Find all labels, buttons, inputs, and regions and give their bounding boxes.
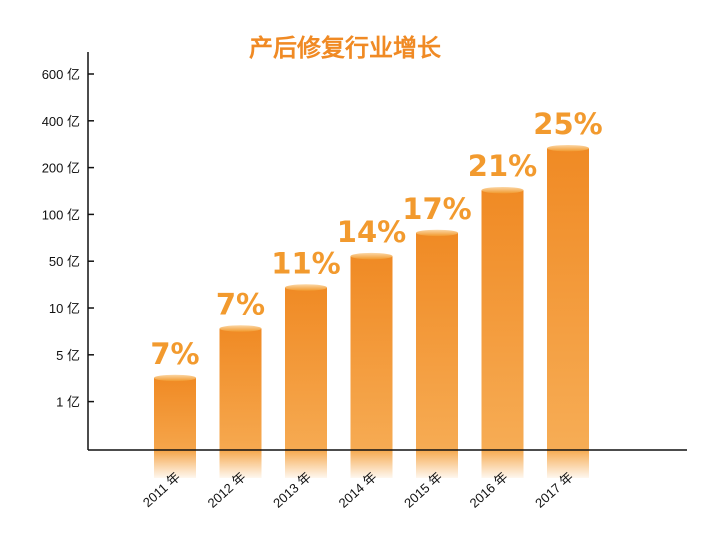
bar-cap: [416, 229, 458, 237]
y-tick-label: 50 亿: [49, 254, 80, 269]
data-label: 25%: [533, 107, 602, 141]
bar: [547, 148, 589, 478]
bar-cap: [481, 186, 524, 194]
bar-reflection: [219, 451, 262, 481]
bar-reflection: [416, 451, 458, 481]
data-label: 11%: [271, 246, 340, 280]
data-labels-group: 7%7%11%14%17%21%25%: [150, 107, 602, 371]
bar-cap: [285, 284, 327, 291]
bars-group: [154, 144, 589, 481]
y-tick-label: 10 亿: [49, 301, 80, 316]
bar-reflection: [350, 451, 393, 481]
y-tick-label: 200 亿: [42, 161, 80, 176]
bar-reflection: [154, 451, 196, 481]
bar-cap: [154, 374, 196, 382]
bar: [416, 232, 458, 478]
chart-title: 产后修复行业增长: [249, 34, 442, 62]
y-tick-label: 5 亿: [56, 348, 80, 363]
y-tick-label: 600 亿: [42, 67, 80, 82]
bar-cap: [219, 325, 262, 332]
data-label: 17%: [402, 192, 471, 226]
bar: [481, 190, 524, 478]
data-label: 7%: [216, 288, 265, 322]
data-label: 21%: [468, 149, 537, 183]
bar: [350, 256, 393, 478]
bar: [285, 287, 327, 478]
bar-reflection: [547, 451, 589, 481]
y-ticks-group: 600 亿 400 亿 200 亿 100 亿 50 亿 10 亿 5 亿 1 亿: [42, 67, 94, 410]
bar-cap: [350, 252, 393, 260]
y-tick-label: 1 亿: [56, 395, 80, 410]
data-label: 7%: [150, 337, 199, 371]
bar-cap: [547, 144, 589, 152]
y-tick-label: 100 亿: [42, 207, 80, 222]
y-tick-label: 400 亿: [42, 114, 80, 129]
data-label: 14%: [337, 215, 406, 249]
bar-reflection: [285, 451, 327, 481]
bar-reflection: [481, 451, 524, 481]
